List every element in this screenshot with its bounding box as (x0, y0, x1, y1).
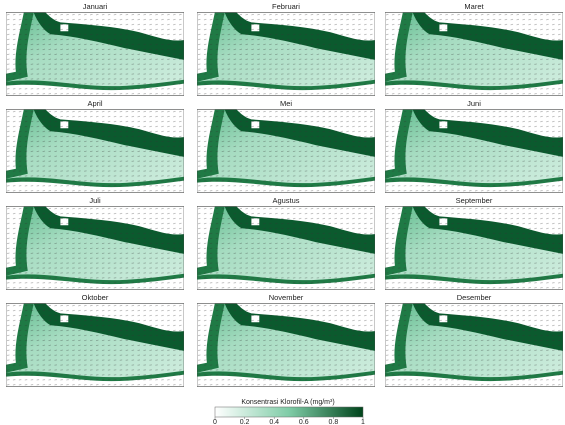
panel-title: Agustus (272, 196, 299, 205)
figure: Januari Februari Maret April Mei Juni Juli Agus… (0, 0, 565, 425)
colorbar-tick-label: 0 (213, 419, 217, 425)
panel-grid: Januari Februari Maret April Mei Juni Juli Agus… (6, 2, 563, 387)
panel-title: Mei (280, 99, 292, 108)
map-panel (385, 206, 563, 289)
panel-title: Maret (464, 2, 484, 11)
colorbar-tick-label: 1 (361, 419, 365, 425)
panel-title: Juni (467, 99, 481, 108)
map-panel (197, 303, 375, 386)
map-panel (6, 206, 184, 289)
map-panel (6, 109, 184, 192)
panel-title: April (87, 99, 102, 108)
map-panel (385, 303, 563, 386)
map-panel (197, 206, 375, 289)
map-panel (197, 12, 375, 95)
panel-title: Oktober (82, 293, 109, 302)
colorbar-tick-label: 0.2 (240, 419, 250, 425)
map-panel (6, 303, 184, 386)
colorbar-tick-label: 0.4 (269, 419, 279, 425)
map-panel (385, 109, 563, 192)
colorbar-tick-label: 0.8 (329, 419, 339, 425)
colorbar-label: Konsentrasi Klorofil-A (mg/m³) (241, 399, 334, 406)
map-panel (197, 109, 375, 192)
panel-title: Januari (83, 2, 108, 11)
colorbar (215, 407, 363, 417)
panel-title: November (269, 293, 304, 302)
panel-title: Desember (457, 293, 492, 302)
map-panel (385, 12, 563, 95)
panel-title: September (456, 196, 493, 205)
panel-title: Juli (89, 196, 101, 205)
panel-title: Februari (272, 2, 300, 11)
map-panel (6, 12, 184, 95)
colorbar-tick-label: 0.6 (299, 419, 309, 425)
